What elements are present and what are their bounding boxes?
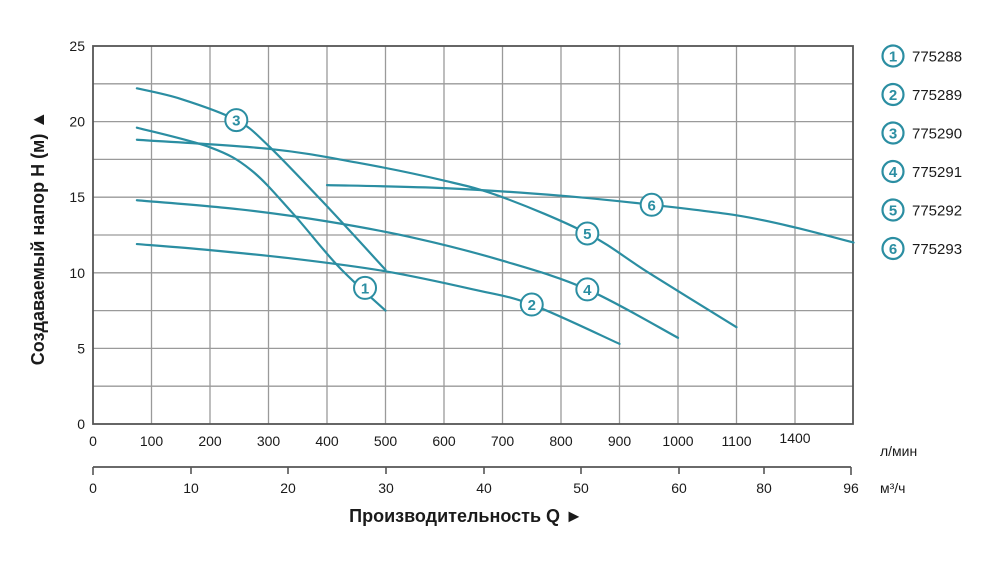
y-tick-label: 25 xyxy=(69,38,85,54)
curve-markers: 1 2 3 4 5 6 xyxy=(224,108,664,317)
legend-marker-icon xyxy=(881,159,905,184)
svg-text:3: 3 xyxy=(889,126,897,143)
x-tick-label-lpm: 0 xyxy=(89,433,97,449)
svg-text:5: 5 xyxy=(889,203,897,220)
curve-marker-4: 4 xyxy=(575,277,600,302)
x-tick-label-m3h: 10 xyxy=(183,480,199,496)
legend-marker-icon xyxy=(881,121,905,145)
y-axis-title: Создаваемый напор H (м) ▲ xyxy=(28,111,48,365)
legend-item: 6 775293 xyxy=(881,236,962,261)
plot-grid xyxy=(93,46,853,424)
curve-marker-1: 1 xyxy=(353,275,378,300)
legend-item: 3 775290 xyxy=(881,121,962,145)
y-tick-label: 20 xyxy=(69,114,85,130)
legend: 1 775288 2 775289 3 775290 4 775291 5 775292 6 7752… xyxy=(881,44,962,261)
svg-text:6: 6 xyxy=(889,241,897,258)
x-tick-label-lpm: 1100 xyxy=(721,433,751,449)
svg-text:2: 2 xyxy=(889,87,897,104)
x-tick-label-m3h: 50 xyxy=(573,480,589,496)
curve-775288 xyxy=(135,126,387,312)
x-tick-label-lpm: 800 xyxy=(549,433,573,449)
legend-marker-icon xyxy=(881,82,905,107)
curve-775293 xyxy=(325,184,855,244)
curve-marker-2: 2 xyxy=(519,292,544,317)
x-tick-label-lpm: 600 xyxy=(432,433,456,449)
svg-text:1: 1 xyxy=(889,49,897,66)
svg-text:2: 2 xyxy=(528,297,536,314)
svg-text:4: 4 xyxy=(583,282,592,299)
legend-code: 775290 xyxy=(912,126,962,143)
curve-marker-3: 3 xyxy=(224,108,249,133)
x-tick-label-lpm: 900 xyxy=(608,433,632,449)
x-tick-label-m3h: 60 xyxy=(671,480,687,496)
curve-marker-5: 5 xyxy=(575,221,600,246)
plot-frame xyxy=(92,45,854,425)
x-tick-label-m3h: 40 xyxy=(476,480,492,496)
legend-marker-icon xyxy=(881,198,905,222)
curve-775289 xyxy=(135,242,621,345)
legend-marker-icon xyxy=(881,44,905,68)
y-tick-label: 10 xyxy=(69,265,85,281)
unit-m3h: м³/ч xyxy=(880,480,905,496)
y-tick-label: 15 xyxy=(69,189,85,205)
legend-code: 775291 xyxy=(912,164,962,181)
x-tick-label-m3h: 0 xyxy=(89,480,97,496)
x-tick-label-m3h: 20 xyxy=(280,480,296,496)
legend-marker-icon xyxy=(881,236,905,261)
x-tick-label-m3h: 30 xyxy=(378,480,394,496)
x-tick-label-lpm: 700 xyxy=(491,433,515,449)
x-tick-label-m3h: 96 xyxy=(843,480,859,496)
x-axis-lpm-ticks: 0 100 200 300 400 500 600 700 800 900 1000 1100 1400 xyxy=(89,430,811,449)
x-tick-label-lpm: 1000 xyxy=(662,433,693,449)
x-axis-title: Производительность Q ► xyxy=(349,506,583,526)
x-tick-label-lpm: 400 xyxy=(315,433,339,449)
curve-775292 xyxy=(135,138,738,329)
legend-item: 5 775292 xyxy=(881,198,962,222)
y-tick-label: 5 xyxy=(77,340,85,356)
x-axis-m3h: 0 10 20 30 40 50 60 80 96 xyxy=(89,466,859,496)
unit-lpm: л/мин xyxy=(880,443,917,459)
svg-text:4: 4 xyxy=(889,164,898,181)
legend-code: 775289 xyxy=(912,87,962,104)
svg-text:1: 1 xyxy=(361,280,369,297)
svg-text:3: 3 xyxy=(232,113,240,130)
x-tick-label-lpm: 200 xyxy=(198,433,222,449)
legend-item: 1 775288 xyxy=(881,44,962,68)
x-tick-label-lpm: 1400 xyxy=(779,430,810,446)
svg-text:6: 6 xyxy=(648,197,656,214)
y-tick-label: 0 xyxy=(77,416,85,432)
x-tick-label-lpm: 100 xyxy=(140,433,164,449)
svg-text:5: 5 xyxy=(583,226,591,243)
legend-item: 4 775291 xyxy=(881,159,962,184)
legend-code: 775293 xyxy=(912,241,962,258)
x-tick-label-lpm: 300 xyxy=(257,433,281,449)
legend-code: 775292 xyxy=(912,203,962,220)
curve-775291 xyxy=(135,199,680,339)
x-tick-label-m3h: 80 xyxy=(756,480,772,496)
x-tick-label-lpm: 500 xyxy=(374,433,398,449)
legend-item: 2 775289 xyxy=(881,82,962,107)
legend-code: 775288 xyxy=(912,49,962,66)
curve-marker-6: 6 xyxy=(639,192,664,217)
y-axis-ticks: 0 5 10 15 20 25 xyxy=(69,38,85,432)
curve-775290 xyxy=(135,87,387,271)
